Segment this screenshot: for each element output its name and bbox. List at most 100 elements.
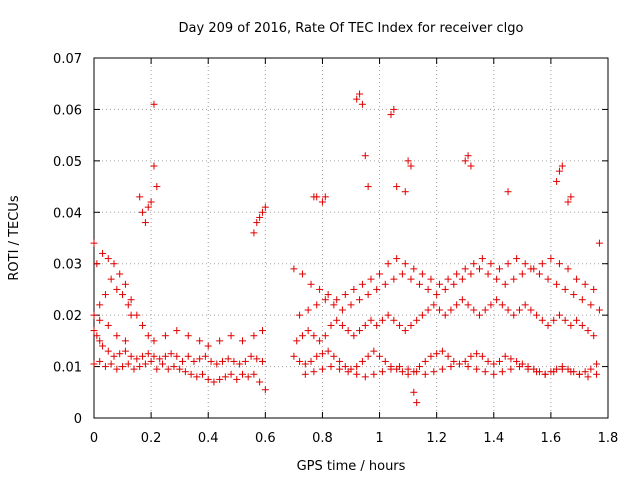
data-point <box>310 332 318 340</box>
data-point <box>153 365 161 373</box>
data-point <box>433 291 441 299</box>
data-point <box>96 316 104 324</box>
data-point <box>558 365 566 373</box>
data-point <box>493 296 501 304</box>
data-point <box>533 368 541 376</box>
data-point <box>418 270 426 278</box>
y-tick-label: 0.01 <box>53 361 82 376</box>
data-point <box>578 296 586 304</box>
data-point <box>167 350 175 358</box>
x-tick-label: 1.8 <box>598 431 619 446</box>
data-point <box>464 301 472 309</box>
data-point <box>370 370 378 378</box>
data-point <box>293 337 301 345</box>
data-point <box>313 301 321 309</box>
data-point <box>344 327 352 335</box>
x-tick-label: 1 <box>375 431 383 446</box>
data-point <box>470 260 478 268</box>
data-point <box>179 357 187 365</box>
y-tick-label: 0.04 <box>53 206 82 221</box>
y-tick-label: 0 <box>74 412 82 427</box>
data-point <box>407 275 415 283</box>
data-point <box>378 368 386 376</box>
data-point <box>564 198 572 206</box>
grid-lines <box>94 58 608 418</box>
data-point <box>201 352 209 360</box>
data-point <box>353 370 361 378</box>
data-point <box>555 260 563 268</box>
data-point <box>139 321 147 329</box>
data-point <box>470 306 478 314</box>
data-point <box>484 270 492 278</box>
data-point <box>393 255 401 263</box>
data-point <box>484 357 492 365</box>
x-tick-label: 1.6 <box>541 431 562 446</box>
data-point <box>236 360 244 368</box>
data-point <box>258 327 266 335</box>
data-point <box>384 311 392 319</box>
data-point <box>261 386 269 394</box>
data-point <box>318 350 326 358</box>
data-point <box>544 275 552 283</box>
data-point <box>413 316 421 324</box>
data-point <box>584 373 592 381</box>
data-point <box>581 280 589 288</box>
plot-frame <box>93 57 609 419</box>
data-point <box>430 368 438 376</box>
data-point <box>93 332 101 340</box>
data-point <box>535 270 543 278</box>
data-point <box>90 327 98 335</box>
data-point <box>447 363 455 371</box>
data-point <box>333 296 341 304</box>
data-point <box>561 316 569 324</box>
data-point <box>250 370 258 378</box>
data-point <box>498 368 506 376</box>
data-point <box>450 280 458 288</box>
data-point <box>547 255 555 263</box>
y-tick-label: 0.07 <box>53 52 82 67</box>
data-point <box>338 321 346 329</box>
data-point <box>307 280 315 288</box>
data-point <box>461 357 469 365</box>
data-point <box>495 265 503 273</box>
data-point <box>467 270 475 278</box>
data-point <box>327 321 335 329</box>
data-point <box>321 296 329 304</box>
data-point <box>310 368 318 376</box>
data-point <box>584 327 592 335</box>
data-point <box>401 188 409 196</box>
data-point <box>313 352 321 360</box>
data-point <box>256 213 264 221</box>
data-point <box>453 270 461 278</box>
data-point <box>381 280 389 288</box>
data-point <box>467 352 475 360</box>
data-point <box>304 306 312 314</box>
data-point <box>113 285 121 293</box>
data-point <box>564 265 572 273</box>
data-point <box>244 373 252 381</box>
data-point <box>518 270 526 278</box>
data-point <box>521 260 529 268</box>
data-point <box>427 275 435 283</box>
data-point <box>501 352 509 360</box>
x-tick-label: 1.4 <box>483 431 504 446</box>
data-point <box>438 365 446 373</box>
data-point <box>358 280 366 288</box>
data-point <box>515 306 523 314</box>
data-point <box>467 162 475 170</box>
data-point <box>224 355 232 363</box>
data-point <box>490 360 498 368</box>
data-point <box>187 370 195 378</box>
data-point <box>447 306 455 314</box>
data-point <box>119 363 127 371</box>
data-point <box>173 327 181 335</box>
data-point <box>453 301 461 309</box>
data-point <box>558 162 566 170</box>
data-point <box>207 357 215 365</box>
data-point <box>210 378 218 386</box>
data-point <box>327 363 335 371</box>
data-point <box>553 177 561 185</box>
data-point <box>458 296 466 304</box>
data-point <box>464 152 472 160</box>
data-point <box>478 255 486 263</box>
